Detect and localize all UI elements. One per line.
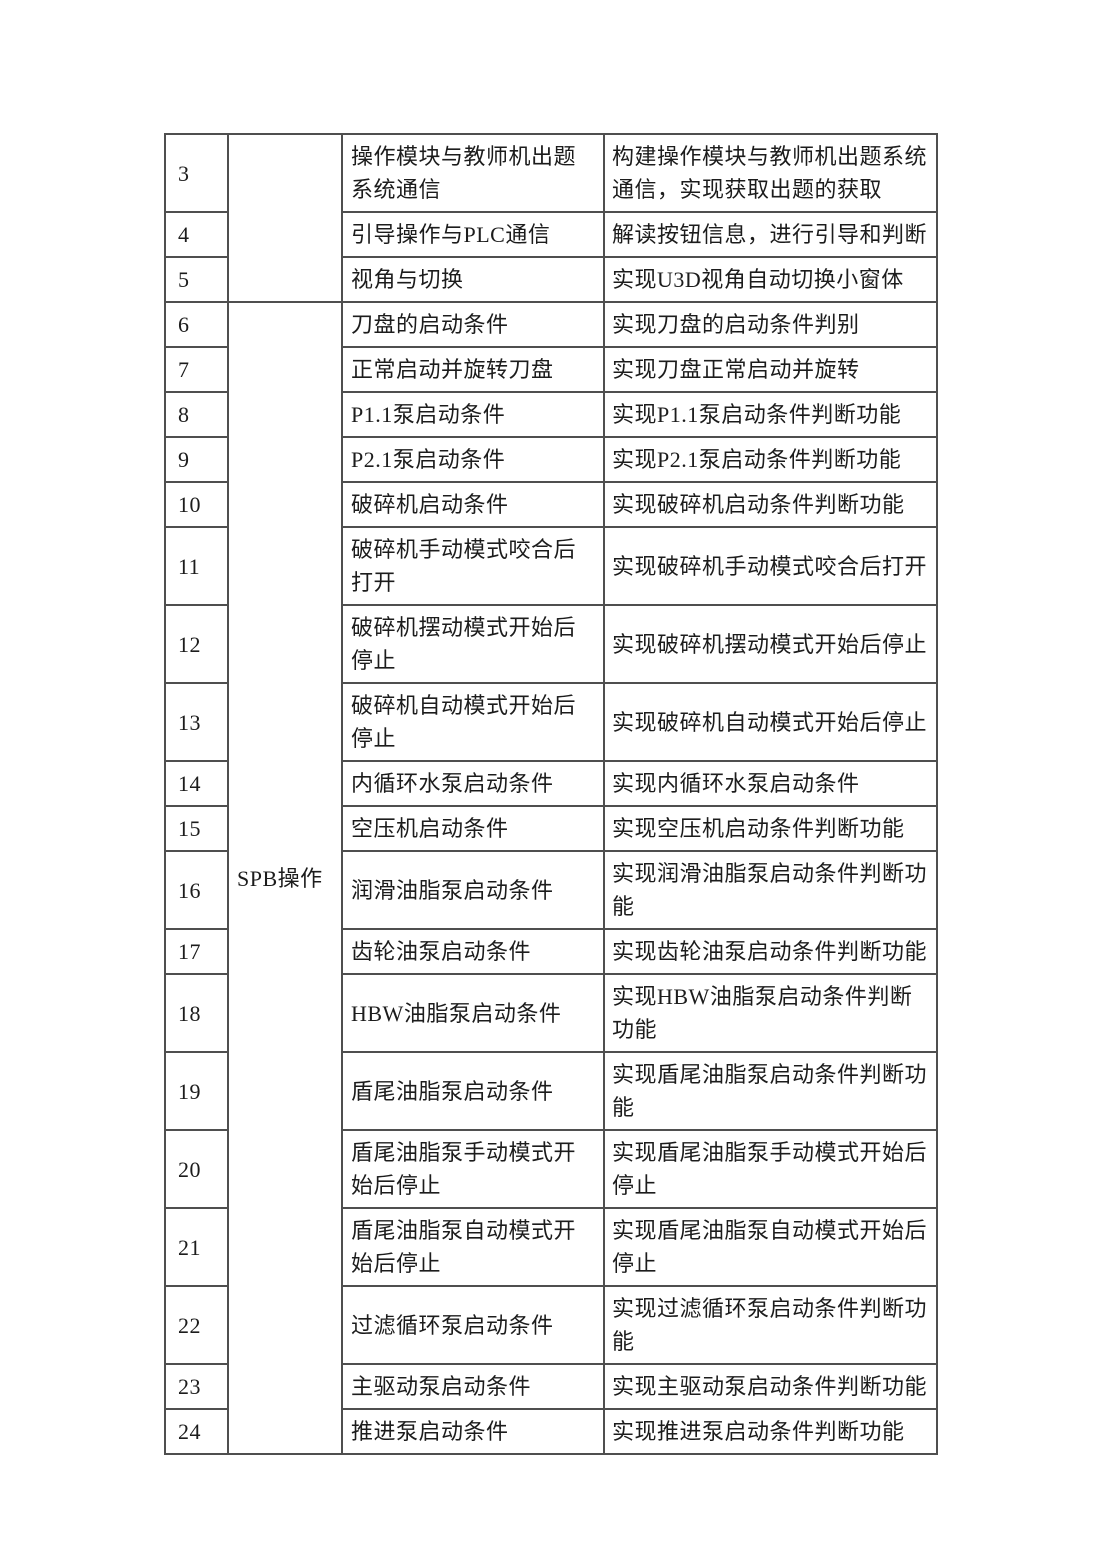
task-name-cell: 齿轮油泵启动条件 [341, 928, 605, 975]
task-description-cell: 实现破碎机启动条件判断功能 [603, 481, 938, 528]
row-number-cell: 7 [164, 346, 229, 393]
task-description-cell: 实现推进泵启动条件判断功能 [603, 1408, 938, 1455]
row-number-cell: 16 [164, 850, 229, 930]
task-name-cell: 刀盘的启动条件 [341, 301, 605, 348]
task-name-cell: P2.1泵启动条件 [341, 436, 605, 483]
task-description-cell: 构建操作模块与教师机出题系统通信，实现获取出题的获取 [603, 133, 938, 213]
task-name-cell: P1.1泵启动条件 [341, 391, 605, 438]
task-name-cell: 内循环水泵启动条件 [341, 760, 605, 807]
task-name-cell: 正常启动并旋转刀盘 [341, 346, 605, 393]
task-name-cell: 推进泵启动条件 [341, 1408, 605, 1455]
row-number-cell: 13 [164, 682, 229, 762]
table-row: 10 破碎机启动条件 实现破碎机启动条件判断功能 [164, 481, 938, 528]
table-row: 15 空压机启动条件 实现空压机启动条件判断功能 [164, 805, 938, 852]
task-description-cell: 实现P2.1泵启动条件判断功能 [603, 436, 938, 483]
task-name-cell: 引导操作与PLC通信 [341, 211, 605, 258]
row-number-cell: 3 [164, 133, 229, 213]
table-row: 21 盾尾油脂泵自动模式开始后停止 实现盾尾油脂泵自动模式开始后停止 [164, 1207, 938, 1287]
task-description-cell: 实现U3D视角自动切换小窗体 [603, 256, 938, 303]
task-description-cell: 实现破碎机自动模式开始后停止 [603, 682, 938, 762]
table-row: 6 SPB操作 刀盘的启动条件 实现刀盘的启动条件判别 [164, 301, 938, 1455]
task-description-cell: 实现破碎机摆动模式开始后停止 [603, 604, 938, 684]
table-row: 17 齿轮油泵启动条件 实现齿轮油泵启动条件判断功能 [164, 928, 938, 975]
task-name-cell: 空压机启动条件 [341, 805, 605, 852]
task-name-cell: 操作模块与教师机出题系统通信 [341, 133, 605, 213]
row-number-cell: 24 [164, 1408, 229, 1455]
category-cell [227, 133, 343, 303]
row-number-cell: 23 [164, 1363, 229, 1410]
table-row: 4 引导操作与PLC通信 解读按钮信息，进行引导和判断 [164, 211, 938, 258]
task-name-cell: 盾尾油脂泵自动模式开始后停止 [341, 1207, 605, 1287]
table-row: 8 P1.1泵启动条件 实现P1.1泵启动条件判断功能 [164, 391, 938, 438]
task-description-cell: 实现盾尾油脂泵手动模式开始后停止 [603, 1129, 938, 1209]
row-number-cell: 10 [164, 481, 229, 528]
task-name-cell: 润滑油脂泵启动条件 [341, 850, 605, 930]
table-row: 20 盾尾油脂泵手动模式开始后停止 实现盾尾油脂泵手动模式开始后停止 [164, 1129, 938, 1209]
task-description-cell: 实现盾尾油脂泵启动条件判断功能 [603, 1051, 938, 1131]
task-name-cell: 破碎机启动条件 [341, 481, 605, 528]
task-name-cell: 视角与切换 [341, 256, 605, 303]
table-row: 14 内循环水泵启动条件 实现内循环水泵启动条件 [164, 760, 938, 807]
row-number-cell: 14 [164, 760, 229, 807]
task-table: 3 操作模块与教师机出题系统通信 构建操作模块与教师机出题系统通信，实现获取出题的获… [164, 133, 938, 1455]
category-cell: SPB操作 [227, 301, 343, 1455]
row-number-cell: 6 [164, 301, 229, 348]
row-number-cell: 22 [164, 1285, 229, 1365]
task-description-cell: 实现润滑油脂泵启动条件判断功能 [603, 850, 938, 930]
table-row: 23 主驱动泵启动条件 实现主驱动泵启动条件判断功能 [164, 1363, 938, 1410]
row-number-cell: 19 [164, 1051, 229, 1131]
task-name-cell: 盾尾油脂泵手动模式开始后停止 [341, 1129, 605, 1209]
task-description-cell: 实现刀盘的启动条件判别 [603, 301, 938, 348]
task-description-cell: 实现HBW油脂泵启动条件判断功能 [603, 973, 938, 1053]
row-number-cell: 4 [164, 211, 229, 258]
task-name-cell: 破碎机手动模式咬合后打开 [341, 526, 605, 606]
task-name-cell: 主驱动泵启动条件 [341, 1363, 605, 1410]
table-row: 22 过滤循环泵启动条件 实现过滤循环泵启动条件判断功能 [164, 1285, 938, 1365]
table-row: 18 HBW油脂泵启动条件 实现HBW油脂泵启动条件判断功能 [164, 973, 938, 1053]
row-number-cell: 8 [164, 391, 229, 438]
task-table-body: 3 操作模块与教师机出题系统通信 构建操作模块与教师机出题系统通信，实现获取出题的获… [164, 133, 938, 1455]
row-number-cell: 21 [164, 1207, 229, 1287]
table-row: 7 正常启动并旋转刀盘 实现刀盘正常启动并旋转 [164, 346, 938, 393]
row-number-cell: 18 [164, 973, 229, 1053]
task-description-cell: 实现P1.1泵启动条件判断功能 [603, 391, 938, 438]
table-row: 16 润滑油脂泵启动条件 实现润滑油脂泵启动条件判断功能 [164, 850, 938, 930]
table-row: 24 推进泵启动条件 实现推进泵启动条件判断功能 [164, 1408, 938, 1455]
task-description-cell: 实现齿轮油泵启动条件判断功能 [603, 928, 938, 975]
task-name-cell: HBW油脂泵启动条件 [341, 973, 605, 1053]
row-number-cell: 11 [164, 526, 229, 606]
row-number-cell: 20 [164, 1129, 229, 1209]
task-description-cell: 实现破碎机手动模式咬合后打开 [603, 526, 938, 606]
task-name-cell: 破碎机摆动模式开始后停止 [341, 604, 605, 684]
row-number-cell: 5 [164, 256, 229, 303]
task-description-cell: 解读按钮信息，进行引导和判断 [603, 211, 938, 258]
task-name-cell: 盾尾油脂泵启动条件 [341, 1051, 605, 1131]
table-row: 13 破碎机自动模式开始后停止 实现破碎机自动模式开始后停止 [164, 682, 938, 762]
table-row: 12 破碎机摆动模式开始后停止 实现破碎机摆动模式开始后停止 [164, 604, 938, 684]
table-row: 19 盾尾油脂泵启动条件 实现盾尾油脂泵启动条件判断功能 [164, 1051, 938, 1131]
table-row: 9 P2.1泵启动条件 实现P2.1泵启动条件判断功能 [164, 436, 938, 483]
row-number-cell: 9 [164, 436, 229, 483]
task-description-cell: 实现盾尾油脂泵自动模式开始后停止 [603, 1207, 938, 1287]
task-name-cell: 过滤循环泵启动条件 [341, 1285, 605, 1365]
row-number-cell: 15 [164, 805, 229, 852]
task-description-cell: 实现刀盘正常启动并旋转 [603, 346, 938, 393]
table-row: 5 视角与切换 实现U3D视角自动切换小窗体 [164, 256, 938, 303]
task-name-cell: 破碎机自动模式开始后停止 [341, 682, 605, 762]
table-row: 3 操作模块与教师机出题系统通信 构建操作模块与教师机出题系统通信，实现获取出题的获… [164, 133, 938, 303]
row-number-cell: 17 [164, 928, 229, 975]
task-description-cell: 实现过滤循环泵启动条件判断功能 [603, 1285, 938, 1365]
task-description-cell: 实现空压机启动条件判断功能 [603, 805, 938, 852]
row-number-cell: 12 [164, 604, 229, 684]
task-description-cell: 实现内循环水泵启动条件 [603, 760, 938, 807]
task-description-cell: 实现主驱动泵启动条件判断功能 [603, 1363, 938, 1410]
table-row: 11 破碎机手动模式咬合后打开 实现破碎机手动模式咬合后打开 [164, 526, 938, 606]
